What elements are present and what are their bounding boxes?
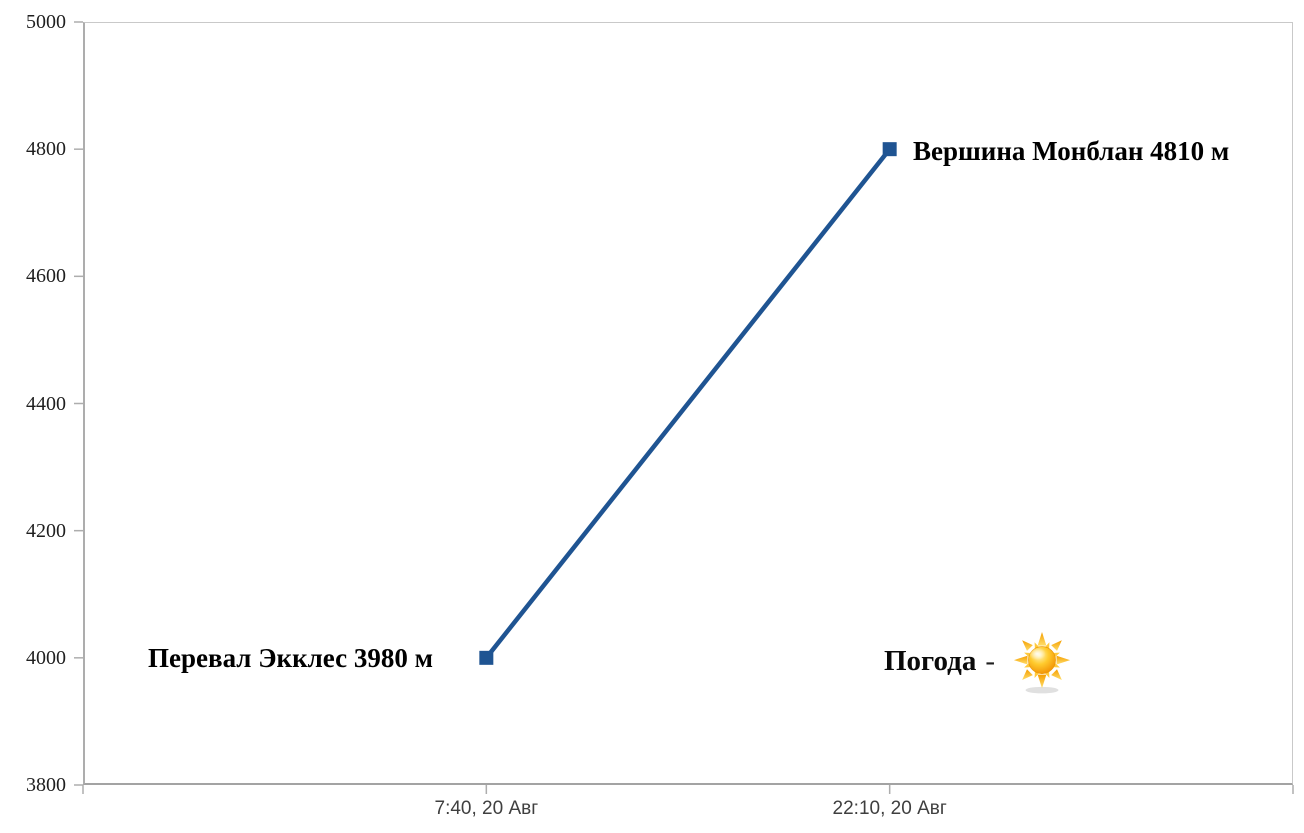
data-point-marker xyxy=(479,650,494,665)
y-tick-label: 4400 xyxy=(26,392,66,415)
y-tick-label: 5000 xyxy=(26,11,66,33)
y-tick-label: 4600 xyxy=(26,265,66,288)
data-label-vershina-monblan: Вершина Монблан 4810 м xyxy=(913,136,1230,166)
weather-separator: - xyxy=(985,645,996,677)
route-line xyxy=(484,146,892,661)
data-label-pereval-ekkles: Перевал Экклес 3980 м xyxy=(148,643,433,673)
y-tick-label: 4000 xyxy=(26,646,66,669)
sun-icon xyxy=(1011,629,1073,697)
y-tick-label: 4800 xyxy=(26,138,66,161)
y-tick-label: 4200 xyxy=(26,519,66,542)
y-tick-label: 3800 xyxy=(26,774,66,796)
weather-label: Погода xyxy=(884,645,977,677)
data-point-marker xyxy=(882,142,897,157)
weather-annotation: Погода - xyxy=(884,625,1073,697)
x-tick-label: 22:10, 20 Авг xyxy=(832,798,947,819)
x-tick-label: 7:40, 20 Авг xyxy=(434,798,539,819)
